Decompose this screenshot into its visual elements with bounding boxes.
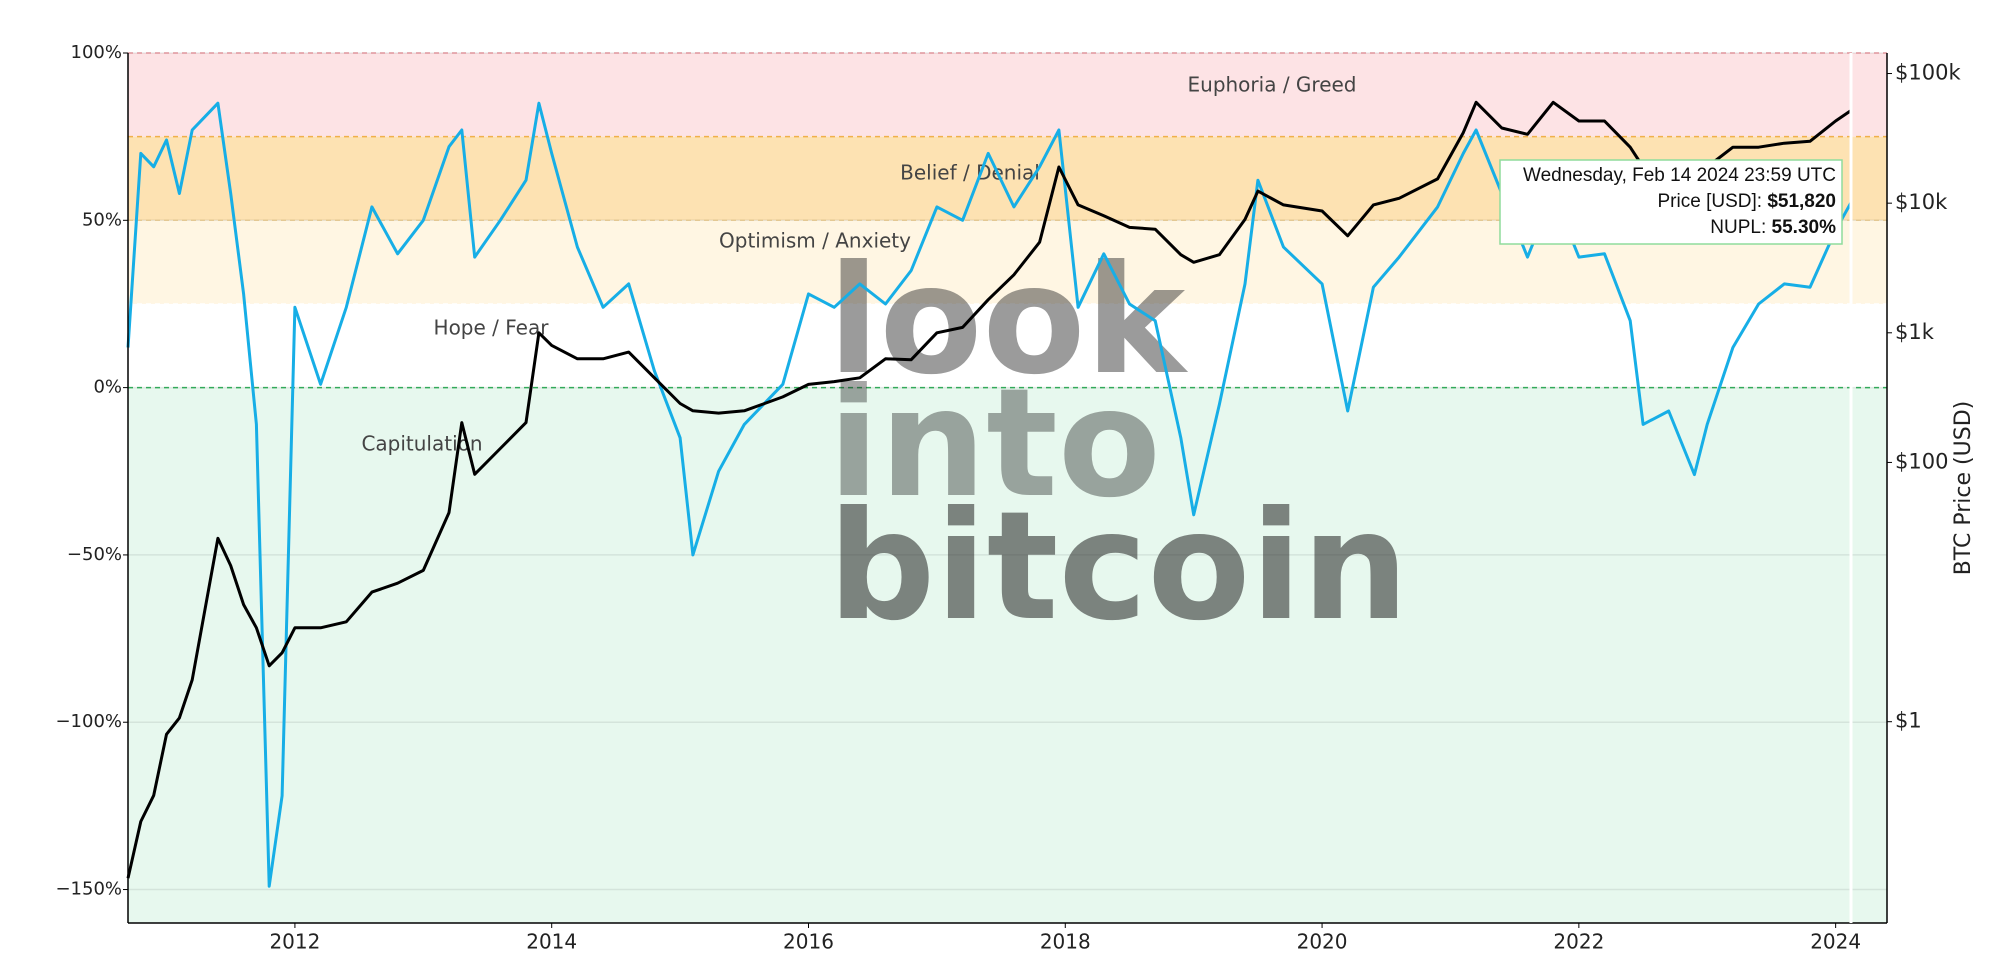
tooltip-label: Price [USD]:	[1658, 191, 1768, 212]
y-tick-label: 0%	[93, 377, 122, 398]
zones: Euphoria / Greed Belief / Denial Optimism …	[128, 52, 1887, 924]
tooltip-row: NUPL: 55.30%	[1710, 217, 1836, 238]
x-tick-label: 2022	[1553, 930, 1604, 954]
tooltip-value: 55.30%	[1772, 217, 1837, 238]
tooltip-box	[1499, 159, 1843, 245]
zone-label: Capitulation	[361, 432, 482, 456]
watermark-text: look	[828, 234, 1189, 408]
y-tick-label: 50%	[82, 209, 122, 230]
zone-band	[128, 303, 1887, 388]
y-tick-label: 100%	[71, 42, 122, 63]
zone-band	[128, 387, 1887, 924]
y-tick-label: −100%	[55, 711, 122, 732]
tooltip: Wednesday, Feb 14 2024 23:59 UTC Price […	[1499, 53, 1853, 923]
x-tick-label: 2024	[1810, 930, 1861, 954]
y2-tick-label: $1	[1895, 709, 1922, 733]
series-line	[126, 100, 1852, 879]
x-tick-label: 2018	[1040, 930, 1091, 954]
tooltip-value: $51,820	[1767, 191, 1836, 212]
zone-band	[128, 53, 1887, 137]
y-tick-label: −50%	[67, 544, 122, 565]
tooltip-label: NUPL:	[1710, 217, 1771, 238]
y-tick-label: −150%	[55, 879, 122, 900]
y2-axis-title: BTC Price (USD)	[1951, 401, 1976, 575]
x-tick-label: 2012	[269, 930, 320, 954]
x-tick-label: 2016	[783, 930, 834, 954]
watermark: look into bitcoin	[828, 234, 1409, 654]
x-tick-label: 2020	[1297, 930, 1348, 954]
watermark-text: bitcoin	[828, 480, 1409, 654]
zone-label: Belief / Denial	[900, 161, 1040, 185]
y2-tick-label: $100k	[1895, 61, 1961, 85]
watermark-text: into	[828, 357, 1161, 531]
zone-label: Euphoria / Greed	[1188, 73, 1357, 97]
y2-tick-label: $1k	[1895, 320, 1935, 344]
tooltip-title: Wednesday, Feb 14 2024 23:59 UTC	[1523, 165, 1836, 186]
x-tick-label: 2014	[526, 930, 577, 954]
y2-tick-label: $100	[1895, 449, 1948, 473]
zone-label: Hope / Fear	[434, 316, 550, 340]
y2-tick-label: $10k	[1895, 190, 1948, 214]
zone-label: Optimism / Anxiety	[719, 229, 911, 253]
axes: −150% −100% −50% 0% 50% 100% $1 $100 $1k $10k $100…	[55, 42, 1961, 954]
tooltip-row: Price [USD]: $51,820	[1658, 191, 1837, 212]
